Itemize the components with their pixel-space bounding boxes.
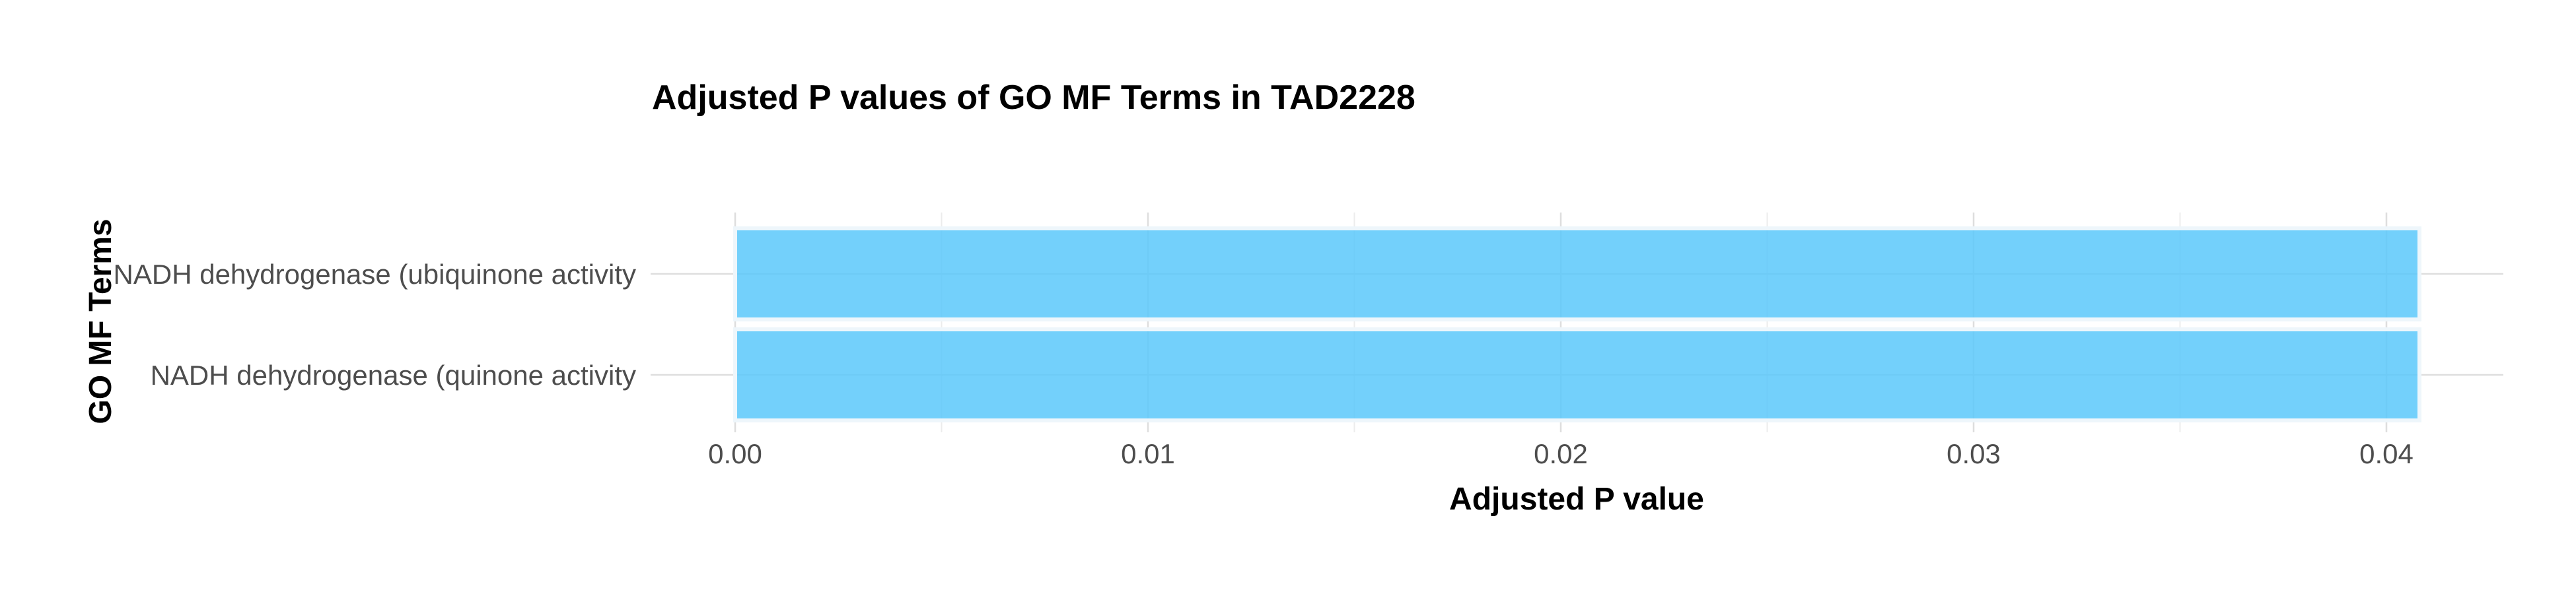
chart-title: Adjusted P values of GO MF Terms in TAD2…: [652, 79, 1415, 117]
y-tick-label: NADH dehydrogenase (ubiquinone activity: [114, 259, 636, 290]
y-tick-labels: NADH dehydrogenase (ubiquinone activity N…: [114, 259, 636, 391]
x-tick-labels: 0.00 0.01 0.02 0.03 0.04: [708, 438, 2414, 469]
y-tick-label: NADH dehydrogenase (quinone activity: [151, 360, 636, 391]
x-axis-title: Adjusted P value: [1449, 482, 1704, 517]
x-tick-label: 0.03: [1947, 438, 2001, 469]
x-tick-label: 0.00: [708, 438, 762, 469]
x-tick-label: 0.04: [2359, 438, 2414, 469]
x-tick-label: 0.01: [1121, 438, 1175, 469]
y-axis-title: GO MF Terms: [83, 218, 118, 424]
bar: [733, 327, 2421, 422]
bars: [733, 226, 2421, 422]
x-tick-label: 0.02: [1534, 438, 1588, 469]
bar: [733, 226, 2421, 321]
